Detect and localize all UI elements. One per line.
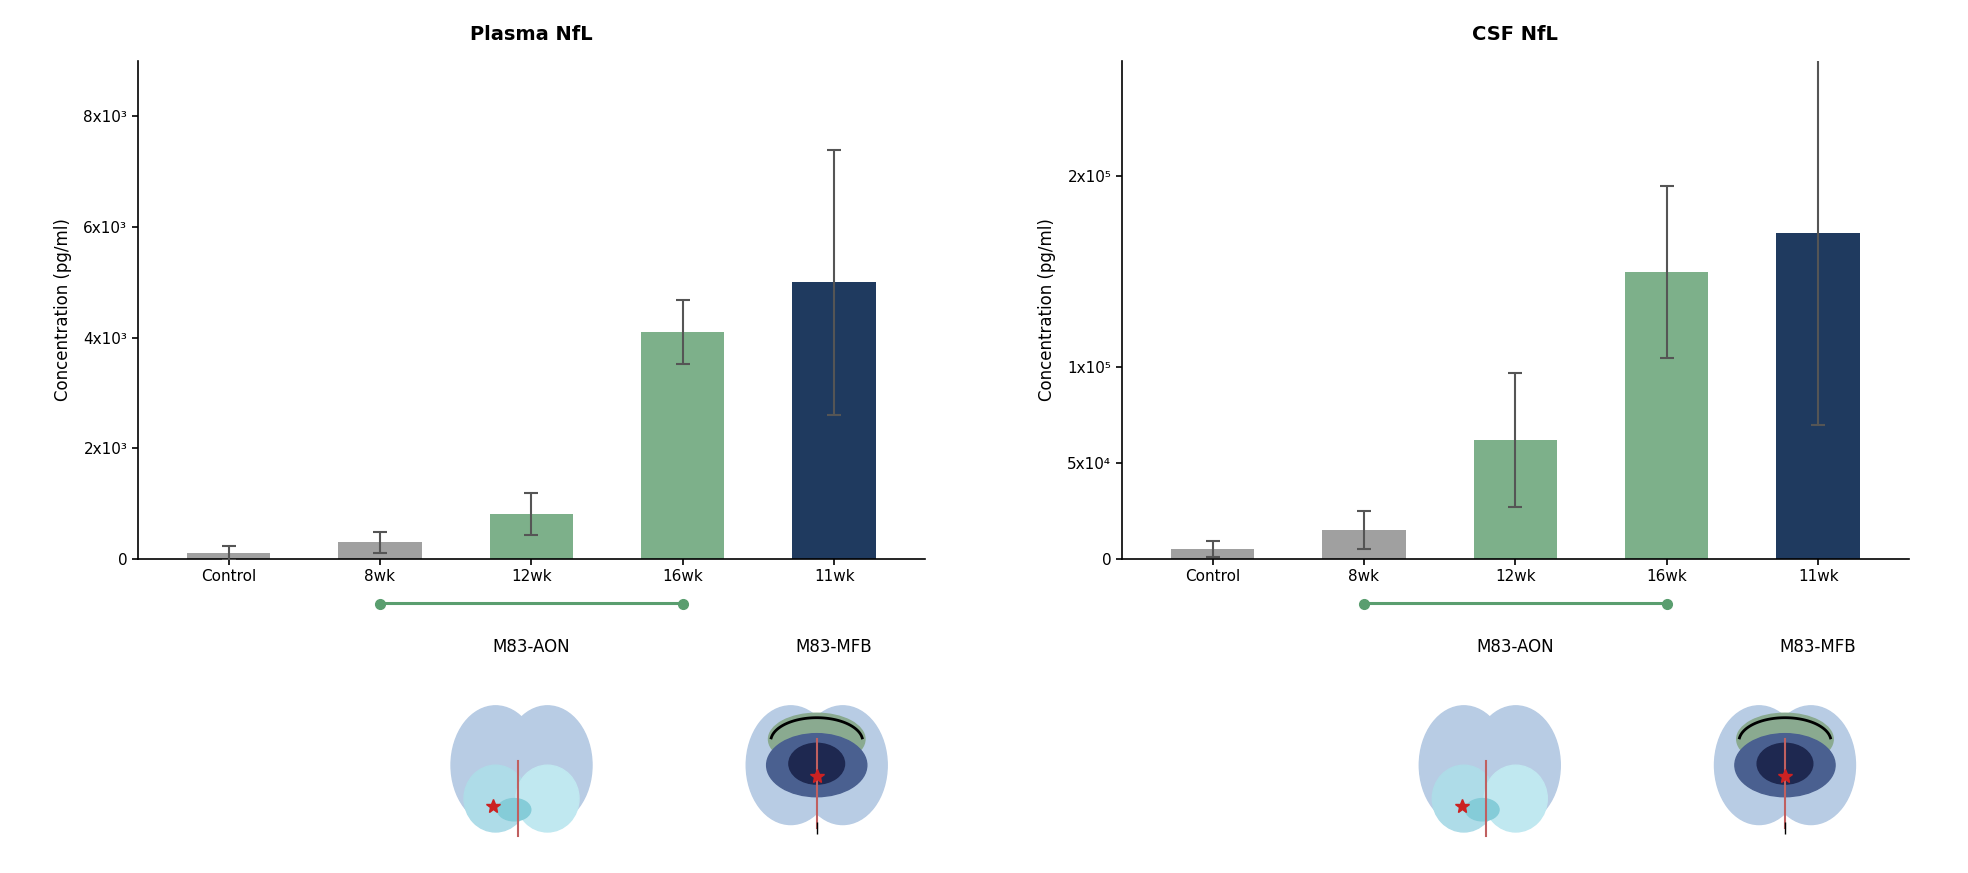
Ellipse shape	[516, 765, 579, 832]
Ellipse shape	[799, 705, 888, 824]
Bar	[1777, 233, 1860, 559]
Bar	[793, 282, 876, 559]
Ellipse shape	[1472, 705, 1561, 824]
Ellipse shape	[1736, 713, 1834, 765]
Y-axis label: Concentration (pg/ml): Concentration (pg/ml)	[1039, 218, 1057, 402]
Text: M83-MFB: M83-MFB	[795, 638, 872, 656]
Ellipse shape	[498, 799, 531, 821]
Ellipse shape	[1433, 765, 1496, 832]
Bar	[1171, 549, 1254, 559]
Bar	[338, 542, 421, 559]
Ellipse shape	[746, 705, 834, 824]
Ellipse shape	[504, 705, 592, 824]
Bar	[490, 514, 573, 559]
Text: M83-AON: M83-AON	[492, 638, 571, 656]
Ellipse shape	[768, 733, 866, 797]
Ellipse shape	[451, 705, 539, 824]
Title: Plasma NfL: Plasma NfL	[470, 25, 592, 45]
Ellipse shape	[1484, 765, 1547, 832]
Ellipse shape	[1757, 743, 1813, 784]
Text: M83-MFB: M83-MFB	[1779, 638, 1856, 656]
Title: CSF NfL: CSF NfL	[1472, 25, 1559, 45]
Ellipse shape	[789, 743, 844, 784]
Bar	[1322, 530, 1405, 559]
Ellipse shape	[1419, 705, 1507, 824]
Ellipse shape	[464, 765, 527, 832]
Y-axis label: Concentration (pg/ml): Concentration (pg/ml)	[55, 218, 73, 402]
Bar	[187, 553, 270, 559]
Bar	[642, 332, 724, 559]
Ellipse shape	[1767, 705, 1856, 824]
Text: M83-AON: M83-AON	[1476, 638, 1555, 656]
Bar	[1626, 272, 1708, 559]
Ellipse shape	[1714, 705, 1803, 824]
Bar	[1474, 440, 1557, 559]
Ellipse shape	[1736, 733, 1834, 797]
Ellipse shape	[768, 713, 866, 765]
Ellipse shape	[1466, 799, 1500, 821]
